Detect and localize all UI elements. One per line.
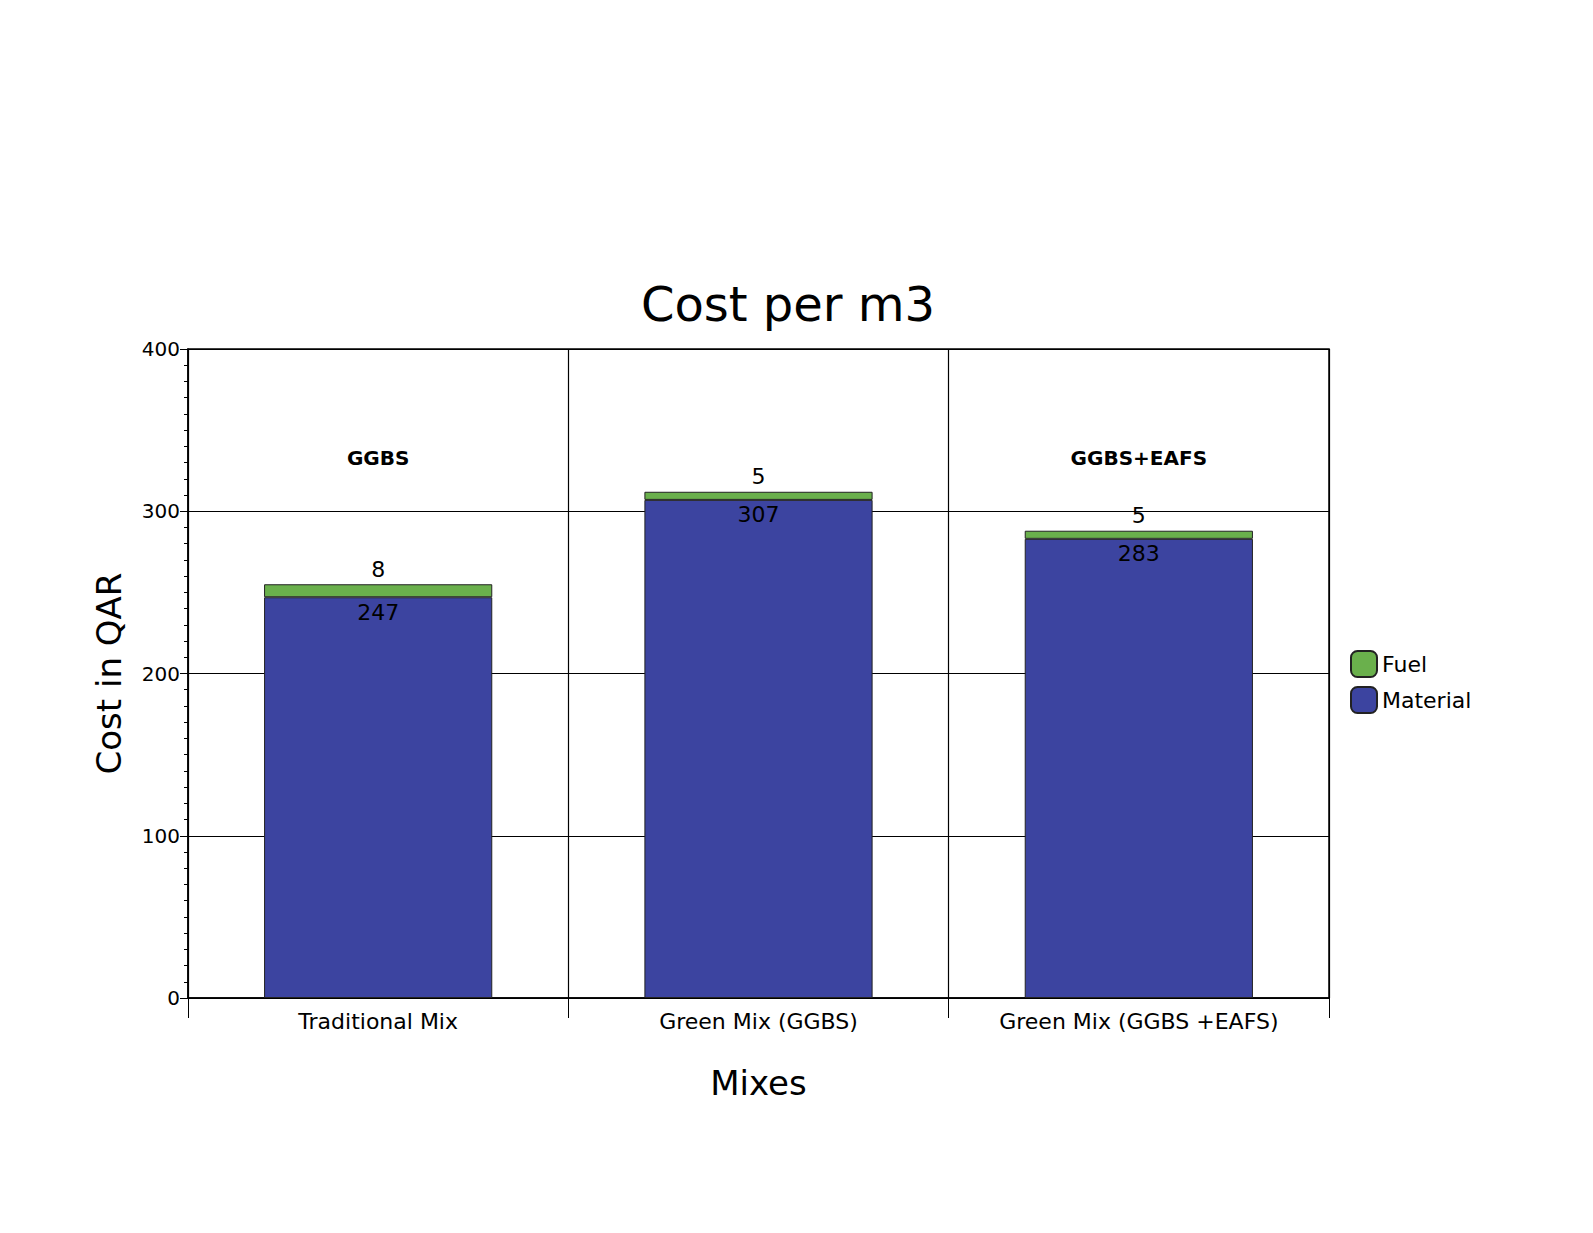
- svg-text:400: 400: [142, 337, 180, 361]
- svg-text:307: 307: [738, 502, 780, 527]
- svg-text:Green Mix (GGBS +EAFS): Green Mix (GGBS +EAFS): [999, 1009, 1278, 1034]
- svg-text:5: 5: [752, 464, 766, 489]
- svg-text:300: 300: [142, 499, 180, 523]
- svg-text:Green Mix (GGBS): Green Mix (GGBS): [659, 1009, 858, 1034]
- svg-text:8: 8: [371, 557, 385, 582]
- svg-text:Mixes: Mixes: [710, 1063, 807, 1103]
- svg-text:Traditional Mix: Traditional Mix: [297, 1009, 458, 1034]
- svg-text:Fuel: Fuel: [1382, 652, 1427, 677]
- svg-text:100: 100: [142, 824, 180, 848]
- svg-text:0: 0: [167, 986, 180, 1010]
- svg-text:Cost in QAR: Cost in QAR: [89, 573, 129, 775]
- svg-text:GGBS+EAFS: GGBS+EAFS: [1071, 446, 1207, 470]
- svg-text:283: 283: [1118, 541, 1160, 566]
- svg-text:GGBS: GGBS: [347, 446, 409, 470]
- svg-text:247: 247: [357, 600, 399, 625]
- svg-text:Material: Material: [1382, 688, 1471, 713]
- svg-text:5: 5: [1132, 503, 1146, 528]
- svg-text:200: 200: [142, 662, 180, 686]
- svg-text:Cost per m3: Cost per m3: [641, 276, 935, 332]
